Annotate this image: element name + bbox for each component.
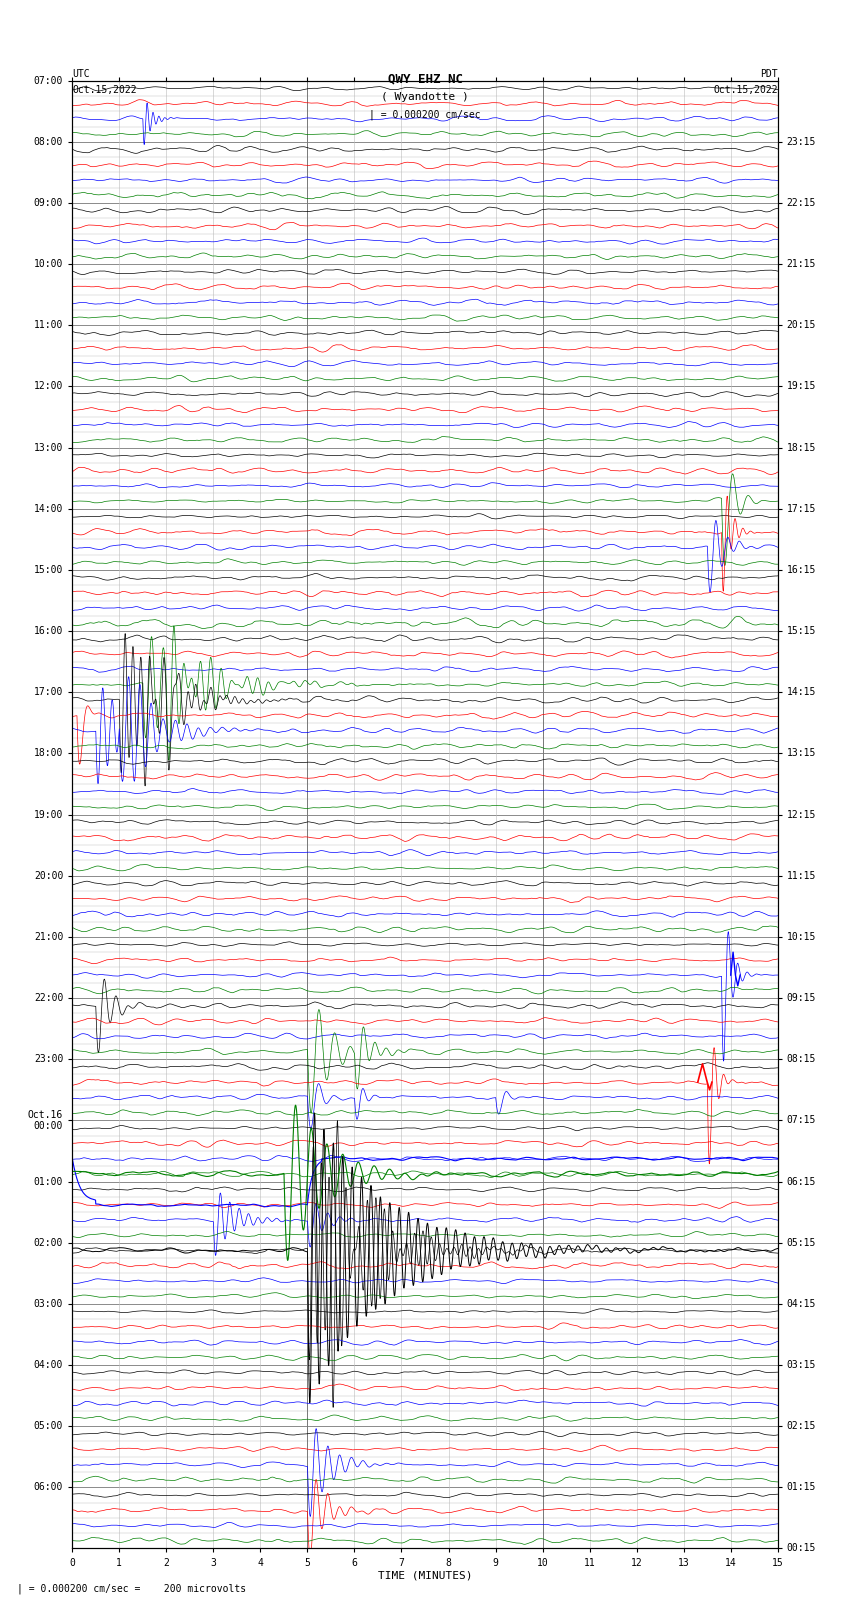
Text: ( Wyandotte ): ( Wyandotte ) [381,92,469,102]
X-axis label: TIME (MINUTES): TIME (MINUTES) [377,1571,473,1581]
Text: | = 0.000200 cm/sec: | = 0.000200 cm/sec [369,110,481,121]
Text: Oct.15,2022: Oct.15,2022 [713,85,778,95]
Text: UTC: UTC [72,69,90,79]
Text: | = 0.000200 cm/sec =    200 microvolts: | = 0.000200 cm/sec = 200 microvolts [17,1582,246,1594]
Text: PDT: PDT [760,69,778,79]
Text: Oct.15,2022: Oct.15,2022 [72,85,137,95]
Text: QWY EHZ NC: QWY EHZ NC [388,73,462,85]
